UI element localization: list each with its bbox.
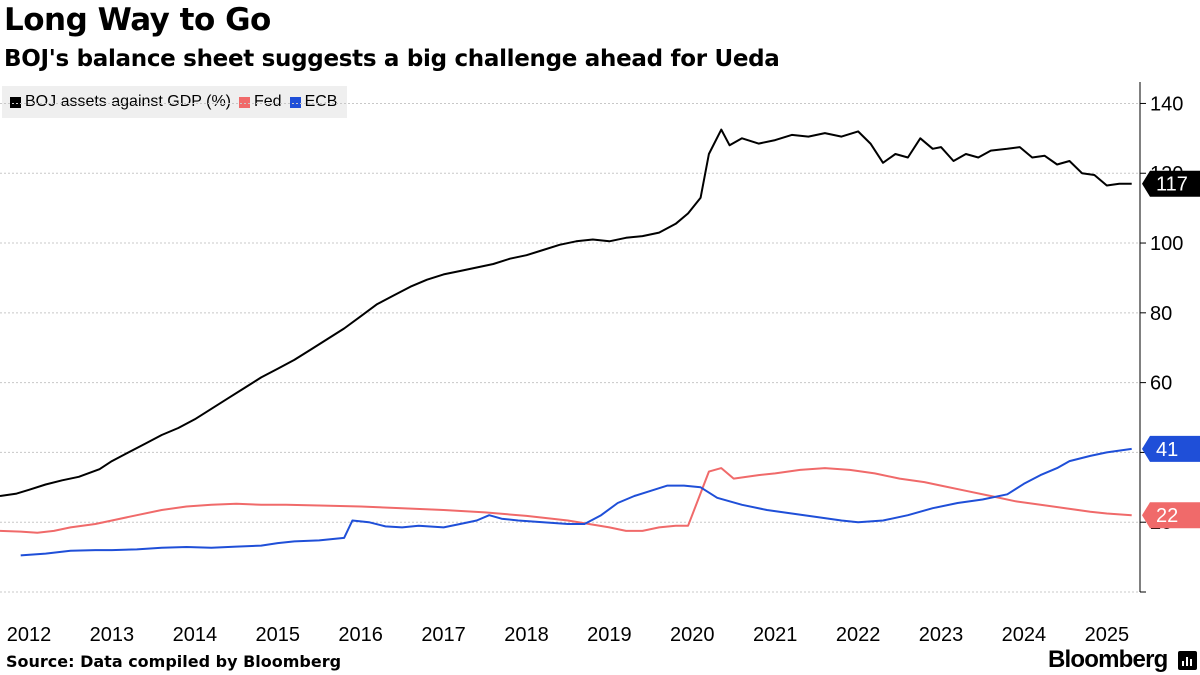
series-line-ecb bbox=[20, 447, 1132, 557]
legend-swatch-ecb bbox=[289, 96, 301, 108]
legend-label-boj: BOJ assets against GDP (%) bbox=[25, 93, 231, 110]
legend-swatch-boj bbox=[10, 96, 21, 108]
x-tick-label-2024: 2024 bbox=[1002, 624, 1047, 646]
end-value-badge-ecb bbox=[1142, 435, 1200, 462]
end-value-label-ecb: 41 bbox=[1156, 439, 1178, 461]
legend-label-ecb: ECB bbox=[304, 93, 338, 110]
chart-title: Long Way to Go bbox=[4, 2, 271, 38]
legend-swatch-fed bbox=[239, 96, 250, 108]
bloomberg-logo: Bloomberg bbox=[1048, 646, 1168, 673]
x-tick-label-2017: 2017 bbox=[421, 624, 466, 646]
series-line-boj bbox=[0, 128, 1132, 497]
bloomberg-chart-icon bbox=[1178, 651, 1197, 670]
x-tick-label-2020: 2020 bbox=[670, 624, 715, 646]
series-line-fed bbox=[0, 467, 1132, 534]
x-tick-label-2016: 2016 bbox=[338, 624, 383, 646]
legend-item-fed: Fed bbox=[239, 93, 282, 111]
x-tick-label-2012: 2012 bbox=[7, 624, 52, 646]
chart-subtitle: BOJ's balance sheet suggests a big chall… bbox=[4, 46, 780, 72]
end-value-label-boj: 117 bbox=[1156, 174, 1188, 196]
legend-label-fed: Fed bbox=[254, 93, 282, 110]
x-tick-label-2018: 2018 bbox=[504, 624, 549, 646]
x-tick-label-2013: 2013 bbox=[90, 624, 135, 646]
legend-item-boj: BOJ assets against GDP (%) bbox=[10, 93, 231, 111]
y-tick-label-60: 60 bbox=[1150, 373, 1172, 395]
end-value-badge-fed bbox=[1142, 502, 1200, 529]
x-tick-label-2025: 2025 bbox=[1085, 624, 1130, 646]
y-tick-label-80: 80 bbox=[1150, 303, 1172, 325]
source-note: Source: Data compiled by Bloomberg bbox=[6, 652, 342, 671]
x-tick-label-2015: 2015 bbox=[255, 624, 300, 646]
legend-item-ecb: ECB bbox=[289, 93, 338, 111]
end-value-label-fed: 22 bbox=[1156, 505, 1178, 527]
end-value-badge-boj bbox=[1142, 170, 1200, 197]
y-tick-label-100: 100 bbox=[1150, 233, 1183, 255]
x-tick-label-2021: 2021 bbox=[753, 624, 798, 646]
y-tick-label-140: 140 bbox=[1150, 93, 1183, 115]
chart-legend: BOJ assets against GDP (%) Fed ECB bbox=[2, 86, 348, 118]
x-tick-label-2023: 2023 bbox=[919, 624, 964, 646]
x-tick-label-2014: 2014 bbox=[173, 624, 218, 646]
x-tick-label-2022: 2022 bbox=[836, 624, 881, 646]
x-tick-label-2019: 2019 bbox=[587, 624, 632, 646]
